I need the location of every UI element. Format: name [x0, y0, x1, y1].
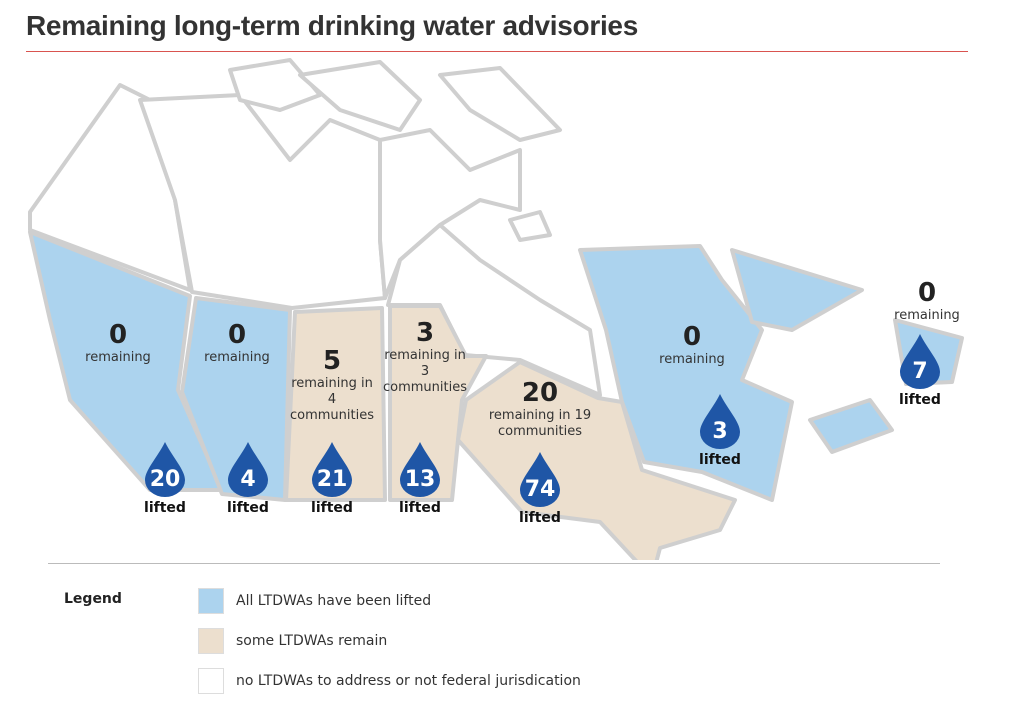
region-mb: [388, 304, 488, 502]
arctic-island: [508, 210, 552, 242]
water-drop-icon: [700, 394, 740, 449]
legend-title: Legend: [64, 591, 122, 607]
lifted-label: lifted: [227, 500, 269, 516]
region-labrador: [730, 248, 864, 332]
remaining-count: 0: [227, 320, 247, 350]
title-rule: [26, 51, 968, 52]
lifted-drop-qc: 3 lifted: [698, 392, 742, 468]
region-bc: [28, 230, 224, 492]
water-drop-icon: [520, 452, 560, 507]
page-title: Remaining long-term drinking water advis…: [26, 10, 638, 41]
remaining-count: 0: [108, 320, 128, 350]
region-on: [456, 360, 737, 560]
region-sk: [284, 306, 387, 502]
arctic-island: [298, 60, 422, 132]
lifted-drop-on: 74 lifted: [518, 450, 562, 526]
arctic-island: [438, 66, 562, 142]
legend-item-none: no LTDWAs to address or not federal juri…: [198, 667, 581, 695]
lifted-label: lifted: [311, 500, 353, 516]
arctic-island: [228, 58, 322, 112]
remaining-count: 0: [917, 278, 937, 308]
region-label-ab: 0 remaining: [204, 320, 270, 366]
lifted-label: lifted: [144, 500, 186, 516]
lifted-count: 7: [912, 359, 928, 384]
remaining-text: remaining in 4 communities: [290, 376, 374, 423]
region-label-sk: 5 remaining in 4 communities: [287, 346, 377, 424]
remaining-text: remaining: [204, 350, 270, 365]
lifted-drop-sk: 21 lifted: [310, 440, 354, 516]
lifted-count: 4: [240, 467, 256, 492]
lifted-count: 13: [404, 467, 436, 492]
water-drop-icon: [400, 442, 440, 497]
region-label-on: 20 remaining in 19 communities: [485, 378, 595, 440]
lifted-count: 21: [316, 467, 348, 492]
lifted-count: 74: [524, 477, 556, 502]
region-label-atlantic: 0 remaining: [894, 278, 960, 324]
water-drop-icon: [312, 442, 352, 497]
lifted-drop-bc: 20 lifted: [143, 440, 187, 516]
legend-item-lifted: All LTDWAs have been lifted: [198, 587, 431, 615]
remaining-text: remaining: [85, 350, 151, 365]
remaining-text: remaining in 19 communities: [488, 408, 592, 439]
legend-label: no LTDWAs to address or not federal juri…: [236, 673, 581, 689]
legend-item-remain: some LTDWAs remain: [198, 627, 387, 655]
legend-label: All LTDWAs have been lifted: [236, 593, 432, 609]
legend-swatch: [198, 628, 224, 654]
legend-swatch: [198, 668, 224, 694]
remaining-count: 3: [415, 318, 435, 348]
lifted-drop-atlantic: 7 lifted: [898, 332, 942, 408]
water-drop-icon: [145, 442, 185, 497]
water-drop-icon: [900, 334, 940, 389]
lifted-label: lifted: [699, 452, 741, 468]
region-nunavut: [378, 128, 522, 300]
lifted-drop-mb: 13 lifted: [398, 440, 442, 516]
region-label-qc: 0 remaining: [659, 322, 725, 368]
region-label-mb: 3 remaining in 3 communities: [380, 318, 470, 396]
lifted-label: lifted: [899, 392, 941, 408]
lifted-label: lifted: [519, 510, 561, 526]
region-label-bc: 0 remaining: [85, 320, 151, 366]
remaining-text: remaining: [659, 352, 725, 367]
lifted-drop-ab: 4 lifted: [226, 440, 270, 516]
remaining-count: 0: [682, 322, 702, 352]
legend-swatch: [198, 588, 224, 614]
legend-label: some LTDWAs remain: [236, 633, 388, 649]
remaining-count: 20: [521, 378, 559, 408]
water-drop-icon: [228, 442, 268, 497]
lifted-label: lifted: [399, 500, 441, 516]
lifted-count: 3: [712, 419, 728, 444]
region-maritimes: [808, 398, 894, 454]
legend-divider: [48, 563, 940, 564]
remaining-text: remaining: [894, 308, 960, 323]
remaining-count: 5: [322, 346, 342, 376]
remaining-text: remaining in 3 communities: [383, 348, 467, 395]
lifted-count: 20: [149, 467, 181, 492]
region-ab: [180, 296, 292, 502]
